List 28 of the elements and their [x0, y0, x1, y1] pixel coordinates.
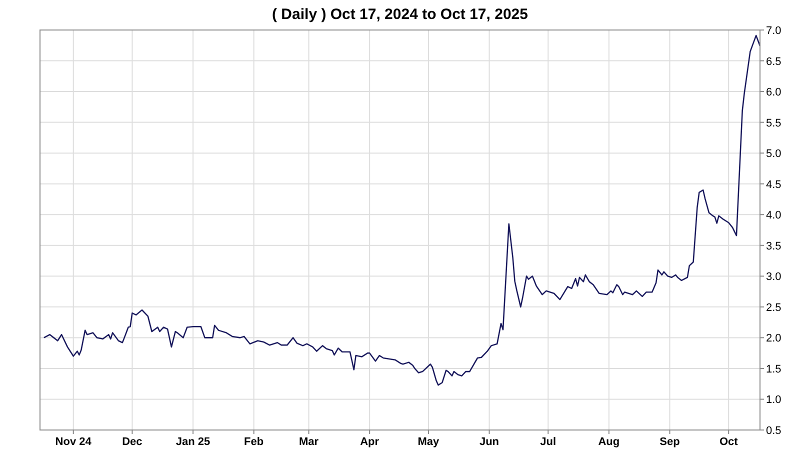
y-tick-label: 0.5 — [766, 425, 782, 437]
x-tick-label: Jan 25 — [176, 436, 210, 448]
x-tick-label: Dec — [122, 436, 142, 448]
x-tick-label: Oct — [719, 436, 738, 448]
y-tick-label: 6.5 — [766, 56, 782, 68]
y-tick-label: 5.0 — [766, 148, 782, 160]
x-tick-label: Jul — [540, 436, 556, 448]
y-tick-label: 6.0 — [766, 86, 782, 99]
y-tick-label: 7.0 — [766, 25, 782, 37]
x-tick-label: Aug — [598, 436, 620, 448]
y-tick-label: 5.5 — [766, 117, 782, 130]
y-tick-label: 1.0 — [766, 394, 782, 406]
x-tick-label: Sep — [660, 436, 680, 448]
x-tick-label: Jun — [479, 436, 500, 448]
x-tick-label: May — [418, 436, 440, 448]
x-tick-label: Mar — [298, 436, 320, 448]
x-tick-label: Apr — [360, 436, 380, 448]
chart-title: ( Daily ) Oct 17, 2024 to Oct 17, 2025 — [272, 6, 528, 23]
y-tick-label: 2.0 — [766, 332, 782, 345]
y-tick-label: 4.5 — [766, 178, 782, 191]
x-tick-label: Feb — [244, 436, 264, 448]
y-tick-label: 1.5 — [766, 363, 782, 376]
y-tick-label: 4.0 — [766, 210, 782, 222]
y-tick-label: 2.5 — [766, 302, 782, 314]
x-tick-label: Nov 24 — [55, 436, 92, 448]
y-tick-label: 3.0 — [766, 271, 782, 284]
y-tick-label: 3.5 — [766, 240, 782, 252]
line-series — [43, 34, 761, 386]
